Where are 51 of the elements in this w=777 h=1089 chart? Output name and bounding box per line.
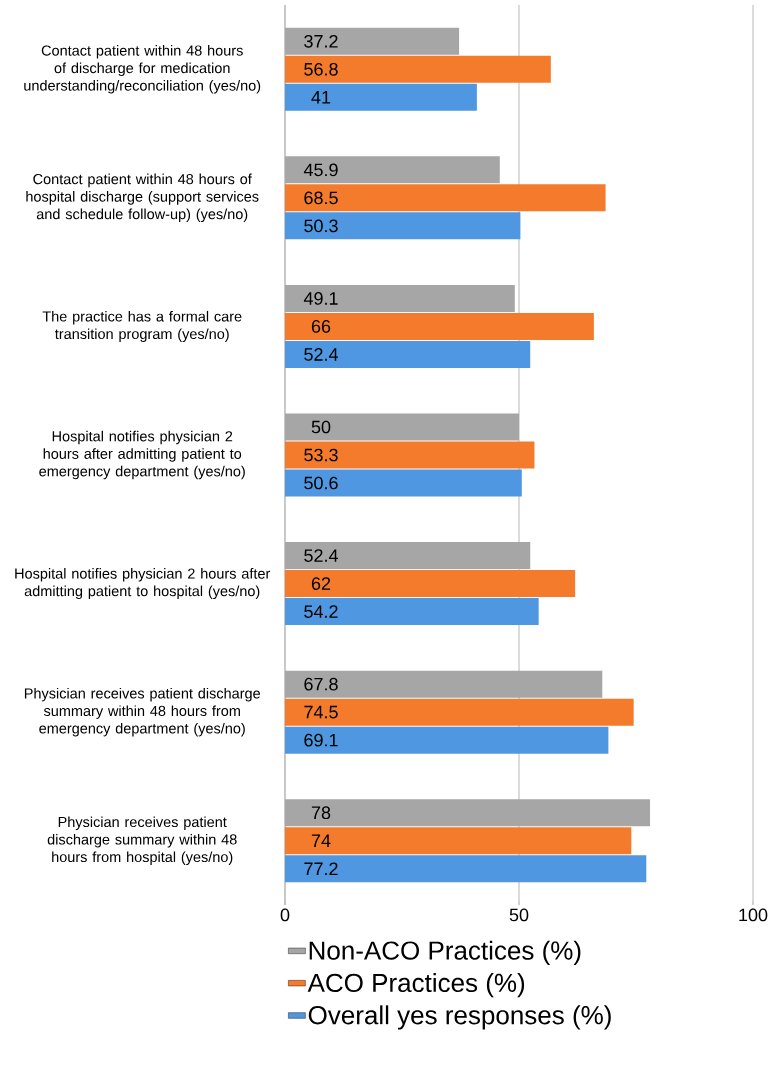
bar [285,698,634,726]
bar [285,340,531,368]
bar [285,55,551,83]
bar [285,27,460,55]
bar [285,441,535,469]
data-label: 52.4 [304,549,338,562]
bar [285,284,515,312]
data-label: 56.8 [304,62,338,76]
data-label: 52.4 [304,348,338,361]
bar [285,726,609,754]
bar [285,855,647,883]
data-label: 50 [311,420,331,434]
data-label: 53.3 [304,448,338,462]
y-tick-label: Contact patient within 48 hours of discharge for medication understanding/reconciliation (yes/no) [24,45,261,94]
data-label: 62 [311,577,331,590]
data-label: 50.6 [304,476,338,490]
data-label: 69.1 [304,733,338,747]
data-label: 37.2 [304,34,338,48]
y-tick-label: Hospital notifies physician 2 hours after admitting patient to hospital (yes/no) [15,568,271,600]
data-label: 74 [311,834,331,847]
x-tick-label: 50 [509,908,529,922]
data-label: 68.5 [304,191,338,205]
data-label: 78 [311,806,331,820]
data-label: 49.1 [303,292,338,305]
bar [285,212,521,240]
data-label: 77.2 [304,862,338,875]
x-tick-label: 100 [739,908,768,922]
data-label: 54.2 [304,605,338,618]
y-tick-label: Contact patient within 48 hours of hospital discharge (support services and schedule follow-up) (yes/no) [26,173,259,223]
data-label: 41 [311,91,331,104]
data-label: 66 [311,320,331,333]
x-tick-label: 0 [280,908,290,922]
bar [285,570,576,598]
data-label: 74.5 [304,705,338,719]
bar [285,469,522,497]
data-label: 45.9 [303,163,338,177]
bar [285,184,606,212]
y-tick-label: Physician receives patient discharge summary within 48 hours from emergency department (yes/no) [24,687,261,737]
data-label: 67.8 [304,677,338,691]
bar [285,156,500,184]
y-tick-label: Physician receives patient discharge summary within 48 hours from hospital (yes/no) [47,816,237,865]
bar [285,598,539,626]
legend-label: Non-ACO Practices (%) [309,940,581,965]
bar [285,312,594,340]
legend-label: Overall yes responses (%) [308,1005,611,1030]
legend-label: ACO Practices (%) [307,973,525,998]
bar [285,827,632,855]
data-label: 50.3 [304,219,338,233]
y-tick-label: The practice has a formal care transition program (yes/no) [42,310,242,342]
y-tick-label: Hospital notifies physician 2 hours after admitting patient to emergency department (yes/no) [39,430,245,480]
bar [285,83,477,111]
